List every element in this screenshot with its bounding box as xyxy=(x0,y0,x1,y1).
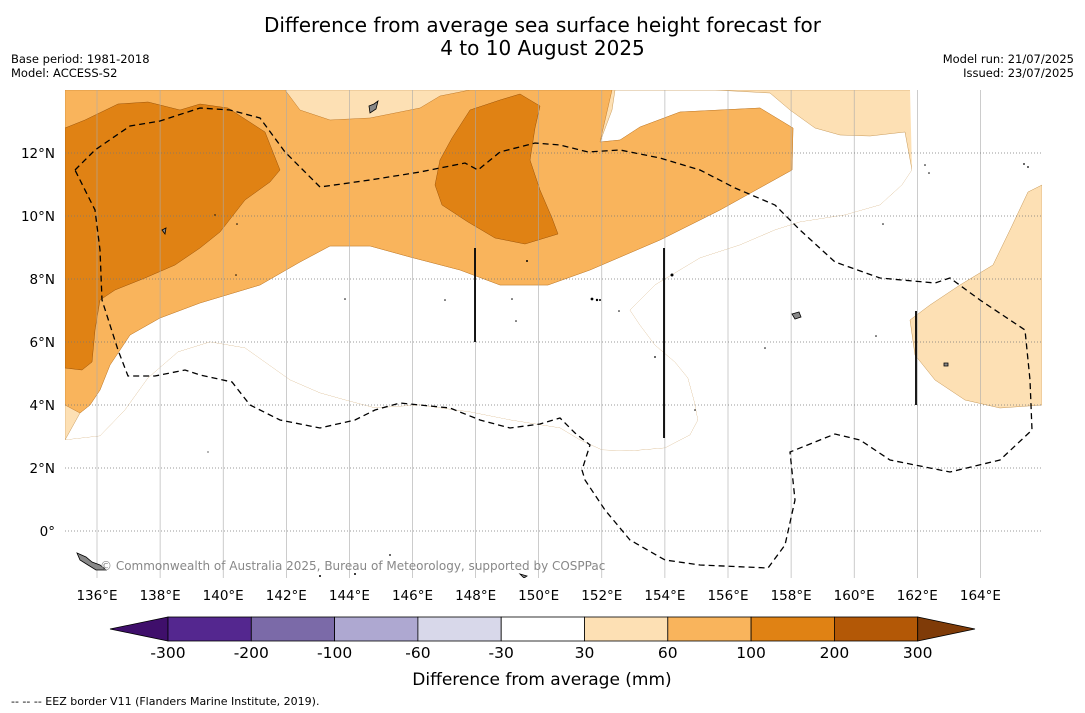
colorbar-extend-low xyxy=(109,616,169,642)
colorbar-segment xyxy=(417,616,502,642)
lat-label: 8°N xyxy=(30,272,55,288)
contour-100-200-west xyxy=(65,101,281,371)
colorbar-segment xyxy=(584,616,669,642)
contour-neutral xyxy=(65,90,1042,578)
base-period: Base period: 1981-2018 xyxy=(11,52,150,66)
boundary-segments xyxy=(474,248,917,438)
credit-text: © Commonwealth of Australia 2025, Bureau… xyxy=(100,559,605,573)
lon-label: 160°E xyxy=(834,588,875,604)
colorbar-segment xyxy=(667,616,752,642)
island-pohnpei xyxy=(943,362,949,367)
island-yap xyxy=(161,227,167,235)
colorbar-segment xyxy=(750,616,835,642)
colorbar-segment xyxy=(334,616,419,642)
lon-label: 148°E xyxy=(455,588,496,604)
colorbar-segment xyxy=(250,616,336,642)
lon-label: 142°E xyxy=(266,588,307,604)
colorbar-tick: -300 xyxy=(150,644,185,662)
colorbar-segment xyxy=(500,616,585,642)
lon-label: 140°E xyxy=(203,588,244,604)
small-islands xyxy=(207,163,1029,577)
lat-label: 2°N xyxy=(30,461,55,477)
lon-label: 138°E xyxy=(140,588,181,604)
meta-right: Model run: 21/07/2025 Issued: 23/07/2025 xyxy=(943,52,1074,80)
colorbar-tick: -200 xyxy=(234,644,269,662)
model-name: Model: ACCESS-S2 xyxy=(11,66,118,80)
lon-label: 158°E xyxy=(771,588,812,604)
lon-label: 150°E xyxy=(518,588,559,604)
map-area: © Commonwealth of Australia 2025, Bureau… xyxy=(65,90,1042,578)
footnote: -- -- -- EEZ border V11 (Flanders Marine… xyxy=(11,695,320,708)
lon-label: 144°E xyxy=(329,588,370,604)
lon-label: 146°E xyxy=(392,588,433,604)
islands xyxy=(76,100,949,578)
lon-labels: 136°E 138°E 140°E 142°E 144°E 146°E 148°E 150°E… xyxy=(76,588,1000,604)
lat-label: 4°N xyxy=(30,398,55,414)
map-title: Difference from average sea surface heig… xyxy=(0,14,1085,60)
colorbar-tick: -100 xyxy=(317,644,352,662)
lon-label: 152°E xyxy=(581,588,622,604)
lon-label: 156°E xyxy=(707,588,748,604)
colorbar-tick: 30 xyxy=(575,644,595,662)
colorbar: -300 -200 -100 -60 -30 30 60 100 200 300 xyxy=(109,616,976,662)
lon-label: 136°E xyxy=(76,588,117,604)
island-north xyxy=(368,100,379,114)
colorbar-tick: 100 xyxy=(736,644,766,662)
lat-label: 10°N xyxy=(21,209,55,225)
island-chuuk xyxy=(791,311,802,320)
colorbar-tick: -30 xyxy=(489,644,514,662)
title-line-1: Difference from average sea surface heig… xyxy=(263,13,822,37)
contour-30-60-east xyxy=(909,184,1042,409)
model-run: Model run: 21/07/2025 xyxy=(942,52,1074,66)
lat-label: 6°N xyxy=(30,335,55,351)
lat-labels: 12°N 10°N 8°N 6°N 4°N 2°N 0° xyxy=(21,146,55,540)
colorbar-segment xyxy=(834,616,919,642)
lon-label: 154°E xyxy=(644,588,685,604)
colorbar-extend-high xyxy=(917,616,976,642)
colorbar-tick: 60 xyxy=(658,644,678,662)
meta-left: Base period: 1981-2018 Model: ACCESS-S2 xyxy=(11,52,150,80)
issued-date: Issued: 23/07/2025 xyxy=(963,66,1074,80)
colorbar-tick: -60 xyxy=(405,644,430,662)
colorbar-segment xyxy=(167,616,252,642)
contour-100-200-center xyxy=(434,93,559,245)
colorbar-tick: 200 xyxy=(820,644,850,662)
lon-label: 162°E xyxy=(897,588,938,604)
title-line-2: 4 to 10 August 2025 xyxy=(440,36,645,60)
lat-label: 12°N xyxy=(21,146,55,162)
island-png-2 xyxy=(518,573,528,578)
island-png-1 xyxy=(76,552,108,571)
colorbar-title: Difference from average (mm) xyxy=(412,670,671,690)
lon-label: 164°E xyxy=(960,588,1001,604)
lat-label: 0° xyxy=(40,524,55,540)
colorbar-tick: 300 xyxy=(903,644,933,662)
